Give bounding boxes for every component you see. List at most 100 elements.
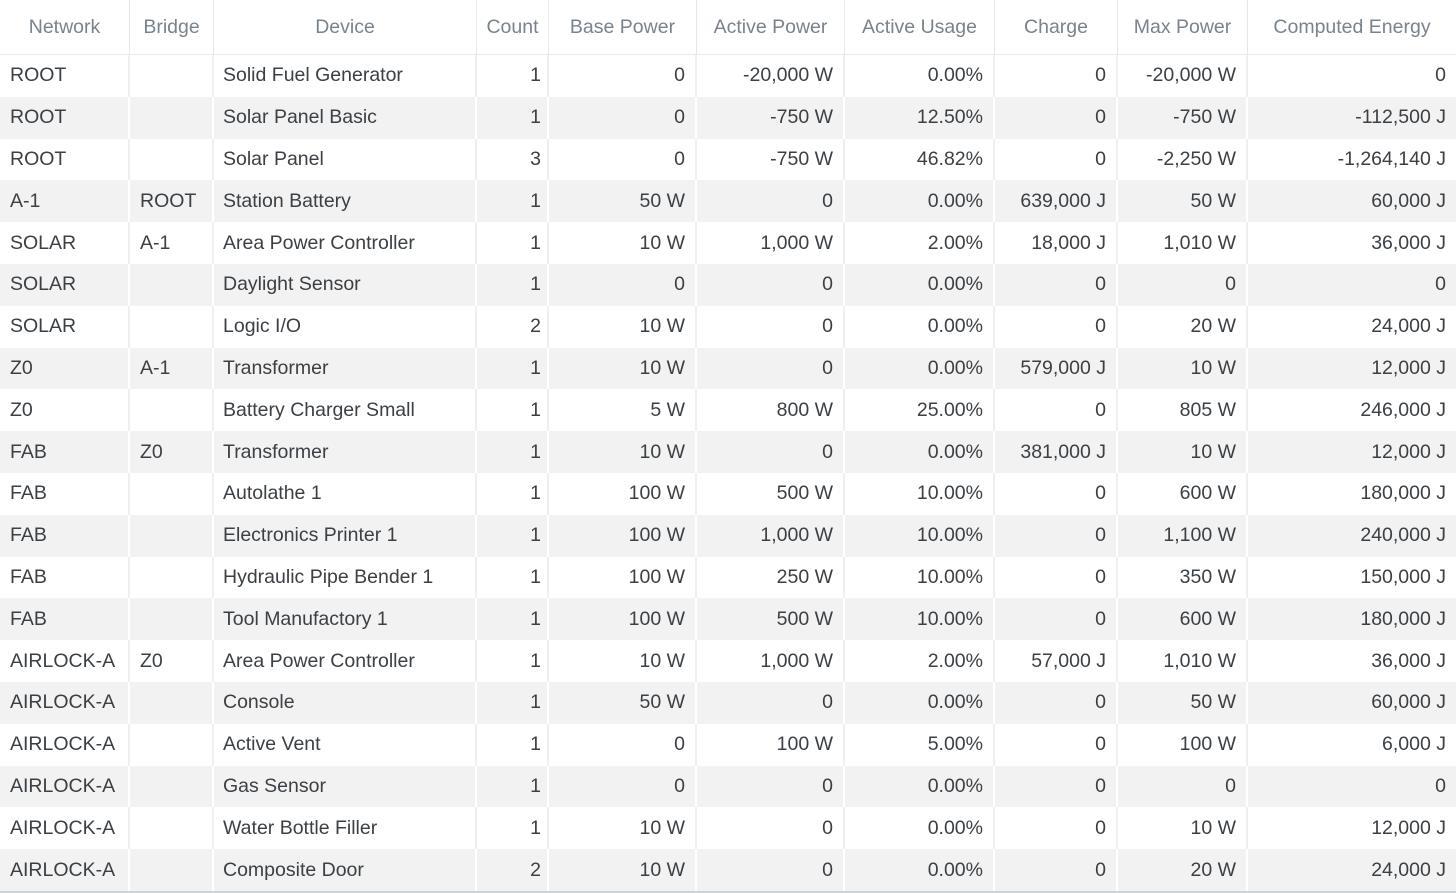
cell-active_usage: 10.00% — [845, 598, 995, 641]
cell-count: 1 — [477, 723, 549, 766]
cell-base_power: 100 W — [549, 472, 697, 515]
cell-active_usage: 10.00% — [845, 556, 995, 599]
cell-base_power: 100 W — [549, 598, 697, 641]
cell-network: ROOT — [0, 96, 130, 139]
table-row: AIRLOCK-A Water Bottle Filler 1 10 W 0 0.00% 0… — [0, 807, 1456, 850]
cell-computed_energy: 24,000 J — [1248, 849, 1456, 891]
cell-count: 3 — [477, 138, 549, 181]
cell-active_power: 0 — [697, 431, 845, 473]
table-row: AIRLOCK-A Z0 Area Power Controller 1 10 W 1,0… — [0, 640, 1456, 682]
cell-computed_energy: 12,000 J — [1248, 347, 1456, 390]
table-row: SOLAR Daylight Sensor 1 0 0 0.00% 0 0 0 — [0, 263, 1456, 306]
cell-base_power: 10 W — [549, 807, 697, 850]
cell-bridge — [130, 472, 214, 515]
cell-count: 1 — [477, 807, 549, 850]
cell-network: ROOT — [0, 55, 130, 97]
table-row: Z0 A-1 Transformer 1 10 W 0 0.00% 579,000 J 10 W… — [0, 347, 1456, 390]
cell-charge: 639,000 J — [995, 180, 1118, 223]
cell-base_power: 0 — [549, 723, 697, 766]
cell-active_power: 0 — [697, 765, 845, 808]
cell-active_power: 0 — [697, 180, 845, 223]
table-body: ROOT Solid Fuel Generator 1 0 -20,000 W 0.00%… — [0, 55, 1456, 891]
cell-max_power: -750 W — [1118, 96, 1248, 139]
cell-device: Transformer — [214, 431, 477, 473]
column-header-computed_energy[interactable]: Computed Energy — [1248, 0, 1456, 55]
cell-base_power: 0 — [549, 55, 697, 97]
cell-computed_energy: 180,000 J — [1248, 598, 1456, 641]
cell-active_usage: 0.00% — [845, 263, 995, 306]
cell-base_power: 0 — [549, 138, 697, 181]
cell-charge: 0 — [995, 96, 1118, 139]
cell-bridge: Z0 — [130, 640, 214, 682]
cell-device: Gas Sensor — [214, 765, 477, 808]
cell-max_power: 0 — [1118, 765, 1248, 808]
cell-network: FAB — [0, 431, 130, 473]
cell-network: SOLAR — [0, 263, 130, 306]
cell-computed_energy: 12,000 J — [1248, 807, 1456, 850]
cell-active_usage: 0.00% — [845, 849, 995, 891]
column-header-max_power[interactable]: Max Power — [1118, 0, 1248, 55]
cell-count: 1 — [477, 556, 549, 599]
cell-bridge — [130, 305, 214, 348]
cell-computed_energy: 0 — [1248, 55, 1456, 97]
table-row: FAB Autolathe 1 1 100 W 500 W 10.00% 0 600 W 180… — [0, 472, 1456, 515]
cell-device: Battery Charger Small — [214, 389, 477, 432]
cell-base_power: 0 — [549, 765, 697, 808]
cell-network: ROOT — [0, 138, 130, 181]
cell-active_usage: 0.00% — [845, 347, 995, 390]
cell-active_power: 0 — [697, 347, 845, 390]
cell-base_power: 10 W — [549, 640, 697, 682]
table-row: FAB Electronics Printer 1 1 100 W 1,000 W 10.… — [0, 514, 1456, 557]
cell-max_power: 10 W — [1118, 807, 1248, 850]
table-row: ROOT Solar Panel 3 0 -750 W 46.82% 0 -2,250 W -1… — [0, 138, 1456, 181]
cell-count: 1 — [477, 765, 549, 808]
cell-computed_energy: 150,000 J — [1248, 556, 1456, 599]
cell-active_power: 0 — [697, 681, 845, 724]
cell-active_power: 0 — [697, 263, 845, 306]
cell-charge: 0 — [995, 807, 1118, 850]
cell-max_power: 1,010 W — [1118, 640, 1248, 682]
column-header-bridge[interactable]: Bridge — [130, 0, 214, 55]
cell-active_power: 0 — [697, 305, 845, 348]
cell-charge: 0 — [995, 389, 1118, 432]
cell-active_power: -20,000 W — [697, 55, 845, 97]
column-header-charge[interactable]: Charge — [995, 0, 1118, 55]
column-header-active_power[interactable]: Active Power — [697, 0, 845, 55]
cell-max_power: 50 W — [1118, 180, 1248, 223]
cell-base_power: 0 — [549, 96, 697, 139]
cell-count: 1 — [477, 180, 549, 223]
cell-active_power: 0 — [697, 807, 845, 850]
cell-computed_energy: 246,000 J — [1248, 389, 1456, 432]
cell-device: Autolathe 1 — [214, 472, 477, 515]
cell-charge: 0 — [995, 263, 1118, 306]
cell-count: 1 — [477, 389, 549, 432]
column-header-network[interactable]: Network — [0, 0, 130, 55]
cell-bridge — [130, 807, 214, 850]
cell-charge: 0 — [995, 138, 1118, 181]
cell-max_power: 1,010 W — [1118, 222, 1248, 264]
column-header-device[interactable]: Device — [214, 0, 477, 55]
cell-count: 1 — [477, 681, 549, 724]
cell-count: 1 — [477, 263, 549, 306]
cell-charge: 381,000 J — [995, 431, 1118, 473]
column-header-count[interactable]: Count — [477, 0, 549, 55]
cell-base_power: 100 W — [549, 514, 697, 557]
cell-base_power: 10 W — [549, 431, 697, 473]
cell-active_usage: 0.00% — [845, 180, 995, 223]
cell-device: Composite Door — [214, 849, 477, 891]
cell-computed_energy: 6,000 J — [1248, 723, 1456, 766]
cell-network: FAB — [0, 514, 130, 557]
cell-charge: 0 — [995, 723, 1118, 766]
cell-computed_energy: 240,000 J — [1248, 514, 1456, 557]
cell-computed_energy: 36,000 J — [1248, 640, 1456, 682]
cell-active_power: 800 W — [697, 389, 845, 432]
column-header-active_usage[interactable]: Active Usage — [845, 0, 995, 55]
column-header-base_power[interactable]: Base Power — [549, 0, 697, 55]
table-row: SOLAR Logic I/O 2 10 W 0 0.00% 0 20 W 24,000 J — [0, 305, 1456, 348]
cell-computed_energy: 0 — [1248, 263, 1456, 306]
cell-network: AIRLOCK-A — [0, 765, 130, 808]
cell-max_power: -2,250 W — [1118, 138, 1248, 181]
cell-device: Station Battery — [214, 180, 477, 223]
cell-max_power: 600 W — [1118, 472, 1248, 515]
